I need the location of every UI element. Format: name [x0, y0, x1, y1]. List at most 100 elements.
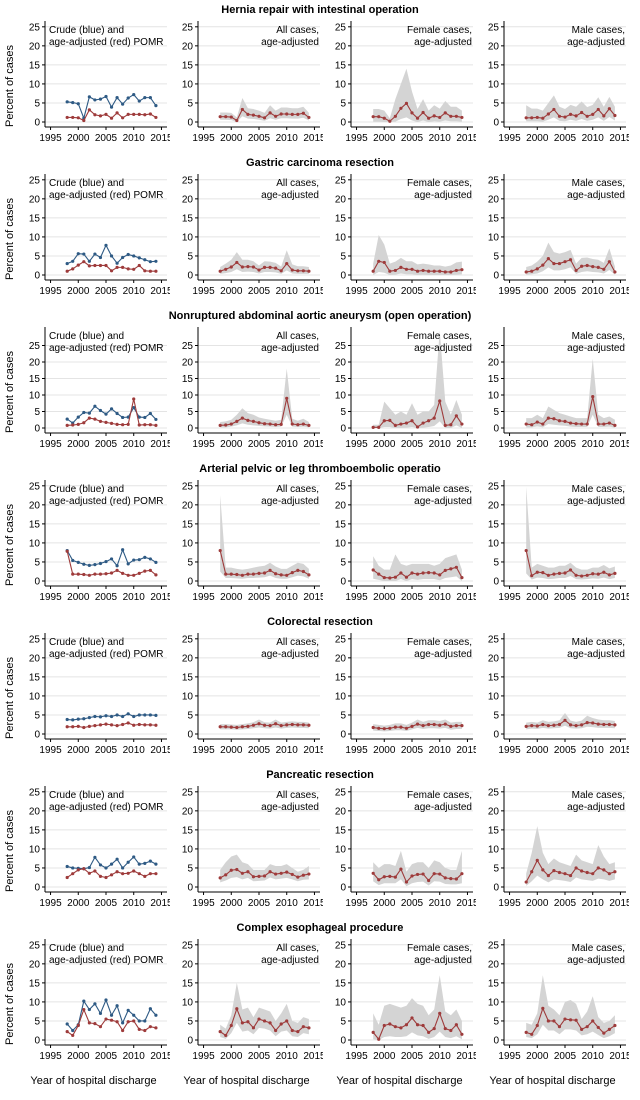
y-tick-label: 15 — [335, 519, 347, 530]
y-tick-label: 0 — [340, 1036, 346, 1047]
y-tick-label: 0 — [187, 577, 193, 588]
x-tick-label: 2010 — [582, 133, 605, 144]
x-tick-label: 1995 — [498, 1051, 521, 1062]
panel-subgroup-label: age-adjusted — [414, 649, 472, 660]
panel-subgroup-label: age-adjusted — [261, 190, 319, 201]
y-tick-label: 20 — [335, 806, 347, 817]
panel-legend-text: age-adjusted (red) POMR — [49, 343, 164, 354]
panel-subgroup-label: age-adjusted — [414, 955, 472, 966]
confidence-band — [373, 68, 462, 122]
y-tick-label: 5 — [493, 98, 499, 109]
x-tick-label: 2000 — [220, 745, 243, 756]
x-tick-label: 2010 — [429, 898, 452, 909]
x-axis-label: Year of hospital discharge — [30, 1075, 157, 1087]
x-tick-label: 2005 — [248, 745, 271, 756]
y-tick-label: 15 — [182, 978, 194, 989]
x-tick-label: 2010 — [582, 898, 605, 909]
chart-grid: Hernia repair with intestinal operation P… — [2, 3, 638, 1087]
panel-subgroup-label: Female cases, — [407, 943, 472, 954]
y-tick-label: 20 — [29, 194, 41, 205]
y-tick-label: 5 — [187, 710, 193, 721]
y-tick-label: 5 — [34, 1016, 40, 1027]
panel-subgroup-label: Male cases, — [572, 178, 625, 189]
x-tick-label: 2010 — [276, 898, 299, 909]
y-tick-label: 5 — [340, 710, 346, 721]
y-tick-label: 25 — [182, 481, 194, 492]
x-tick-label: 2000 — [220, 439, 243, 450]
y-tick-label: 20 — [488, 959, 500, 970]
x-tick-label: 2005 — [248, 439, 271, 450]
y-tick-label: 15 — [488, 519, 500, 530]
y-tick-label: 10 — [335, 844, 347, 855]
age_adjusted-line — [67, 398, 156, 426]
confidence-band — [526, 826, 615, 886]
chart-panel-female: 0 5 10 15 20 25 1995 2000 2005 2010 2015 Female cas… — [335, 174, 476, 297]
x-tick-label: 2000 — [373, 439, 396, 450]
y-tick-label: 15 — [335, 213, 347, 224]
panel-subgroup-label: Female cases, — [407, 484, 472, 495]
y-tick-label: 15 — [335, 672, 347, 683]
confidence-band — [220, 495, 309, 579]
chart-panel-crude-vs-adjusted: 0 5 10 15 20 25 1995 2000 2005 2010 2015 Crude (blu… — [29, 939, 170, 1062]
panel-subgroup-label: All cases, — [276, 790, 319, 801]
y-tick-label: 15 — [29, 519, 41, 530]
y-axis-label: Percent of cases — [4, 657, 16, 739]
y-tick-label: 0 — [340, 271, 346, 282]
y-tick-label: 20 — [335, 194, 347, 205]
y-tick-label: 20 — [182, 959, 194, 970]
y-tick-label: 0 — [34, 730, 40, 741]
x-tick-label: 2015 — [456, 439, 476, 450]
confidence-band — [373, 330, 462, 428]
chart-panel-female: 0 5 10 15 20 25 1995 2000 2005 2010 2015 Female cas… — [335, 786, 476, 909]
x-tick-label: 2010 — [276, 592, 299, 603]
x-tick-label: 2000 — [67, 745, 90, 756]
y-tick-label: 15 — [182, 825, 194, 836]
y-tick-label: 0 — [493, 1036, 499, 1047]
x-tick-label: 2005 — [95, 133, 118, 144]
panel-legend-text: Crude (blue) and — [49, 637, 124, 648]
x-tick-label: 2015 — [303, 898, 323, 909]
x-tick-label: 2010 — [582, 745, 605, 756]
y-tick-label: 25 — [182, 175, 194, 186]
y-tick-label: 0 — [34, 424, 40, 435]
x-tick-label: 1995 — [192, 1051, 215, 1062]
y-tick-label: 20 — [335, 358, 347, 369]
y-tick-label: 10 — [335, 232, 347, 243]
panel-subgroup-label: age-adjusted — [414, 802, 472, 813]
y-tick-label: 5 — [187, 557, 193, 568]
y-tick-label: 5 — [340, 557, 346, 568]
y-tick-label: 20 — [335, 500, 347, 511]
panel-subgroup-label: Male cases, — [572, 943, 625, 954]
y-tick-label: 0 — [493, 118, 499, 129]
x-tick-label: 2010 — [429, 133, 452, 144]
chart-panel-female: 0 5 10 15 20 25 1995 2000 2005 2010 2015 Female cas… — [335, 939, 476, 1062]
y-tick-label: 0 — [493, 577, 499, 588]
x-tick-label: 2010 — [123, 898, 146, 909]
y-tick-label: 0 — [340, 424, 346, 435]
x-tick-label: 1995 — [498, 133, 521, 144]
x-tick-label: 2000 — [373, 1051, 396, 1062]
y-tick-label: 15 — [29, 60, 41, 71]
procedure-row: Hernia repair with intestinal operation P… — [2, 3, 638, 155]
y-tick-label: 25 — [335, 787, 347, 798]
x-tick-label: 1995 — [39, 592, 62, 603]
y-tick-label: 5 — [340, 98, 346, 109]
x-tick-label: 2015 — [456, 286, 476, 297]
x-tick-label: 2005 — [95, 1051, 118, 1062]
y-tick-label: 25 — [29, 341, 41, 352]
x-tick-label: 2000 — [373, 133, 396, 144]
y-tick-label: 20 — [182, 806, 194, 817]
x-tick-label: 2015 — [456, 133, 476, 144]
panel-subgroup-label: age-adjusted — [567, 802, 625, 813]
y-tick-label: 15 — [29, 374, 41, 385]
x-tick-label: 2010 — [429, 745, 452, 756]
panel-subgroup-label: All cases, — [276, 637, 319, 648]
x-tick-label: 2005 — [401, 592, 424, 603]
y-tick-label: 5 — [34, 557, 40, 568]
x-tick-label: 2015 — [303, 745, 323, 756]
chart-panel-all: 0 5 10 15 20 25 1995 2000 2005 2010 2015 All cases,… — [182, 327, 323, 450]
x-tick-label: 2000 — [220, 133, 243, 144]
y-tick-label: 25 — [29, 22, 41, 33]
x-tick-label: 2010 — [123, 439, 146, 450]
x-tick-label: 2010 — [582, 439, 605, 450]
